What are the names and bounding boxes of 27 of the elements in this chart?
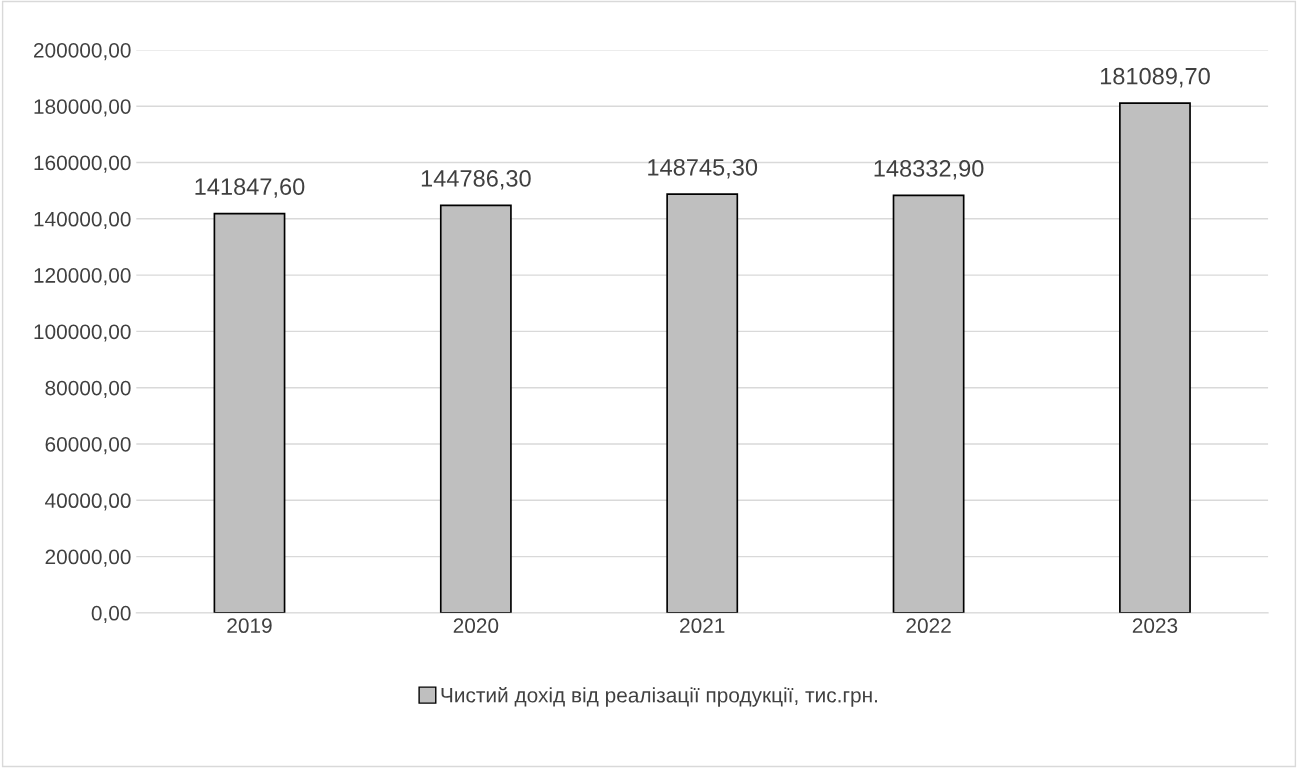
y-tick-label: 100000,00 (34, 324, 131, 342)
y-tick-label: 0,00 (91, 605, 131, 624)
x-tick-label: 2023 (1132, 618, 1178, 634)
y-tick-label: 180000,00 (34, 99, 131, 117)
y-tick-label: 140000,00 (34, 211, 131, 230)
bar (439, 204, 512, 613)
bar (666, 193, 739, 613)
bar (892, 194, 965, 613)
y-tick-label: 120000,00 (34, 268, 131, 286)
legend-label: Чистий дохід від реалізації продукції, тис.грн. (441, 686, 878, 707)
y-tick-label: 20000,00 (45, 549, 131, 567)
y-tick-label: 80000,00 (45, 380, 131, 398)
data-label: 141847,60 (195, 178, 305, 198)
x-tick-label: 2021 (680, 618, 725, 634)
bar (1119, 102, 1191, 613)
data-label: 181089,70 (1100, 67, 1210, 88)
y-tick-label: 60000,00 (45, 436, 131, 455)
x-tick-label: 2020 (453, 618, 499, 634)
bar (213, 212, 286, 613)
x-tick-label: 2022 (906, 618, 951, 634)
data-label: 148745,30 (648, 158, 758, 179)
data-label: 144786,30 (421, 170, 531, 190)
y-tick-label: 200000,00 (34, 42, 131, 61)
x-tick-label: 2019 (227, 618, 272, 634)
y-tick-label: 40000,00 (45, 493, 131, 511)
y-tick-label: 160000,00 (34, 155, 131, 173)
data-label: 148332,90 (874, 160, 984, 180)
